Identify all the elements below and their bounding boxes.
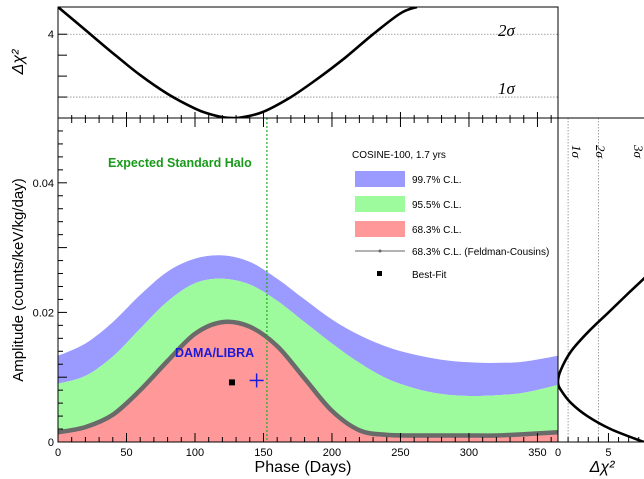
legend: COSINE-100, 1.7 yrs 99.7% C.L. 95.5% C.L… — [352, 150, 549, 281]
halo-annotation: Expected Standard Halo — [108, 156, 252, 170]
y-tick-label: 0 — [48, 437, 54, 449]
top-reference-lines — [58, 34, 558, 97]
right-chi2-curve — [558, 222, 644, 442]
x-tick-label: 200 — [323, 447, 341, 459]
right-panel: 0 5 1σ 2σ 3σ Δχ² — [555, 118, 644, 476]
right-sigma-3-label: 3σ — [631, 144, 644, 159]
right-x-axis-label: Δχ² — [589, 459, 615, 476]
top-frame — [58, 7, 558, 118]
x-tick-label: 150 — [254, 447, 272, 459]
legend-label-fc: 68.3% C.L. (Feldman-Cousins) — [412, 247, 549, 258]
top-sigma-1-label: 1σ — [498, 79, 516, 98]
legend-label-bestfit: Best-Fit — [412, 270, 447, 281]
x-axis-label: Phase (Days) — [255, 459, 352, 476]
top-y-axis-label: Δχ² — [10, 49, 27, 75]
top-panel: 4 2σ 1σ Δχ² — [10, 7, 558, 118]
x-tick-label: 0 — [55, 447, 61, 459]
right-sigma-2-label: 2σ — [593, 145, 608, 159]
right-sigma-1-label: 1σ — [569, 145, 584, 159]
best-fit-marker — [229, 379, 235, 385]
legend-swatch-bestfit — [377, 271, 382, 276]
top-chi2-curve — [58, 7, 417, 118]
y-tick-label: 0.02 — [33, 307, 54, 319]
legend-label-68: 68.3% C.L. — [412, 225, 461, 236]
top-y-ticks: 4 — [48, 29, 551, 118]
right-x-tick-label: 5 — [605, 447, 611, 459]
right-reference-lines — [568, 118, 644, 442]
legend-swatch-fc-dot — [379, 250, 382, 253]
legend-swatch-68 — [355, 221, 405, 237]
y-tick-label: 0.04 — [33, 178, 54, 190]
x-tick-label: 300 — [460, 447, 478, 459]
legend-label-95: 95.5% C.L. — [412, 200, 461, 211]
x-tick-label: 50 — [120, 447, 132, 459]
dama-libra-annotation: DAMA/LIBRA — [175, 346, 254, 360]
confidence-bands — [58, 255, 558, 442]
top-y-tick-label: 4 — [48, 29, 54, 41]
top-sigma-2-label: 2σ — [498, 21, 516, 40]
legend-swatch-99 — [355, 171, 405, 187]
legend-label-99: 99.7% C.L. — [412, 175, 461, 186]
main-panel: 0 50 100 150 200 250 300 350 0 0.02 0.04 Expected… — [10, 118, 558, 476]
legend-title: COSINE-100, 1.7 yrs — [352, 150, 446, 161]
y-axis-label: Amplitude (counts/keV/kg/day) — [10, 178, 27, 381]
x-tick-label: 350 — [528, 447, 546, 459]
x-tick-label: 100 — [186, 447, 204, 459]
legend-swatch-95 — [355, 196, 405, 212]
right-x-tick-label: 0 — [555, 447, 561, 459]
x-tick-label: 250 — [391, 447, 409, 459]
